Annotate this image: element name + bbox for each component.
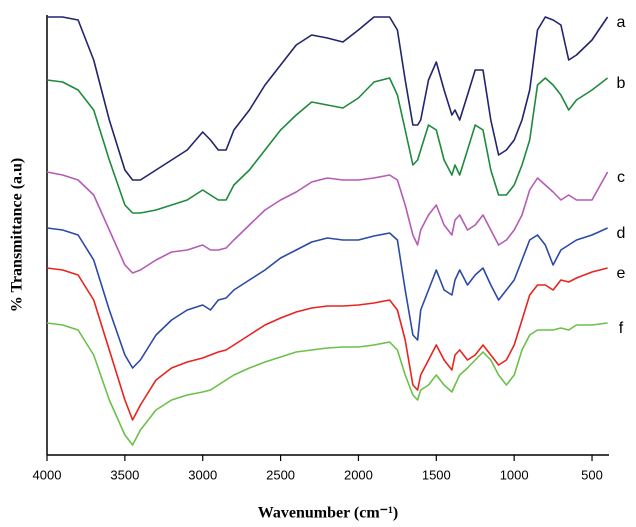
x-tick-label: 1000 bbox=[500, 467, 529, 482]
spectrum-line bbox=[47, 16, 609, 181]
series-label: b bbox=[617, 75, 626, 92]
x-tick-label: 500 bbox=[581, 467, 603, 482]
x-tick-label: 1500 bbox=[422, 467, 451, 482]
x-axis-title: Wavenumber (cm⁻¹) bbox=[258, 505, 398, 522]
spectrum-line bbox=[46, 322, 608, 446]
series-label: c bbox=[617, 169, 625, 186]
series-label: e bbox=[617, 265, 626, 282]
spectrum-line bbox=[46, 171, 609, 274]
y-axis-title: % Transmittance (a.u) bbox=[9, 158, 26, 313]
series-label: d bbox=[617, 225, 626, 242]
x-tick-label: 3500 bbox=[110, 467, 139, 482]
series-label: f bbox=[619, 320, 624, 337]
spectrum-line bbox=[46, 77, 609, 214]
spectrum-line bbox=[46, 267, 608, 421]
x-tick-label: 2000 bbox=[344, 467, 373, 482]
series-label: a bbox=[617, 14, 626, 31]
spectrum-line bbox=[46, 227, 608, 369]
x-tick-label: 4000 bbox=[33, 467, 62, 482]
x-tick-label: 2500 bbox=[266, 467, 295, 482]
x-tick-label: 3000 bbox=[188, 467, 217, 482]
